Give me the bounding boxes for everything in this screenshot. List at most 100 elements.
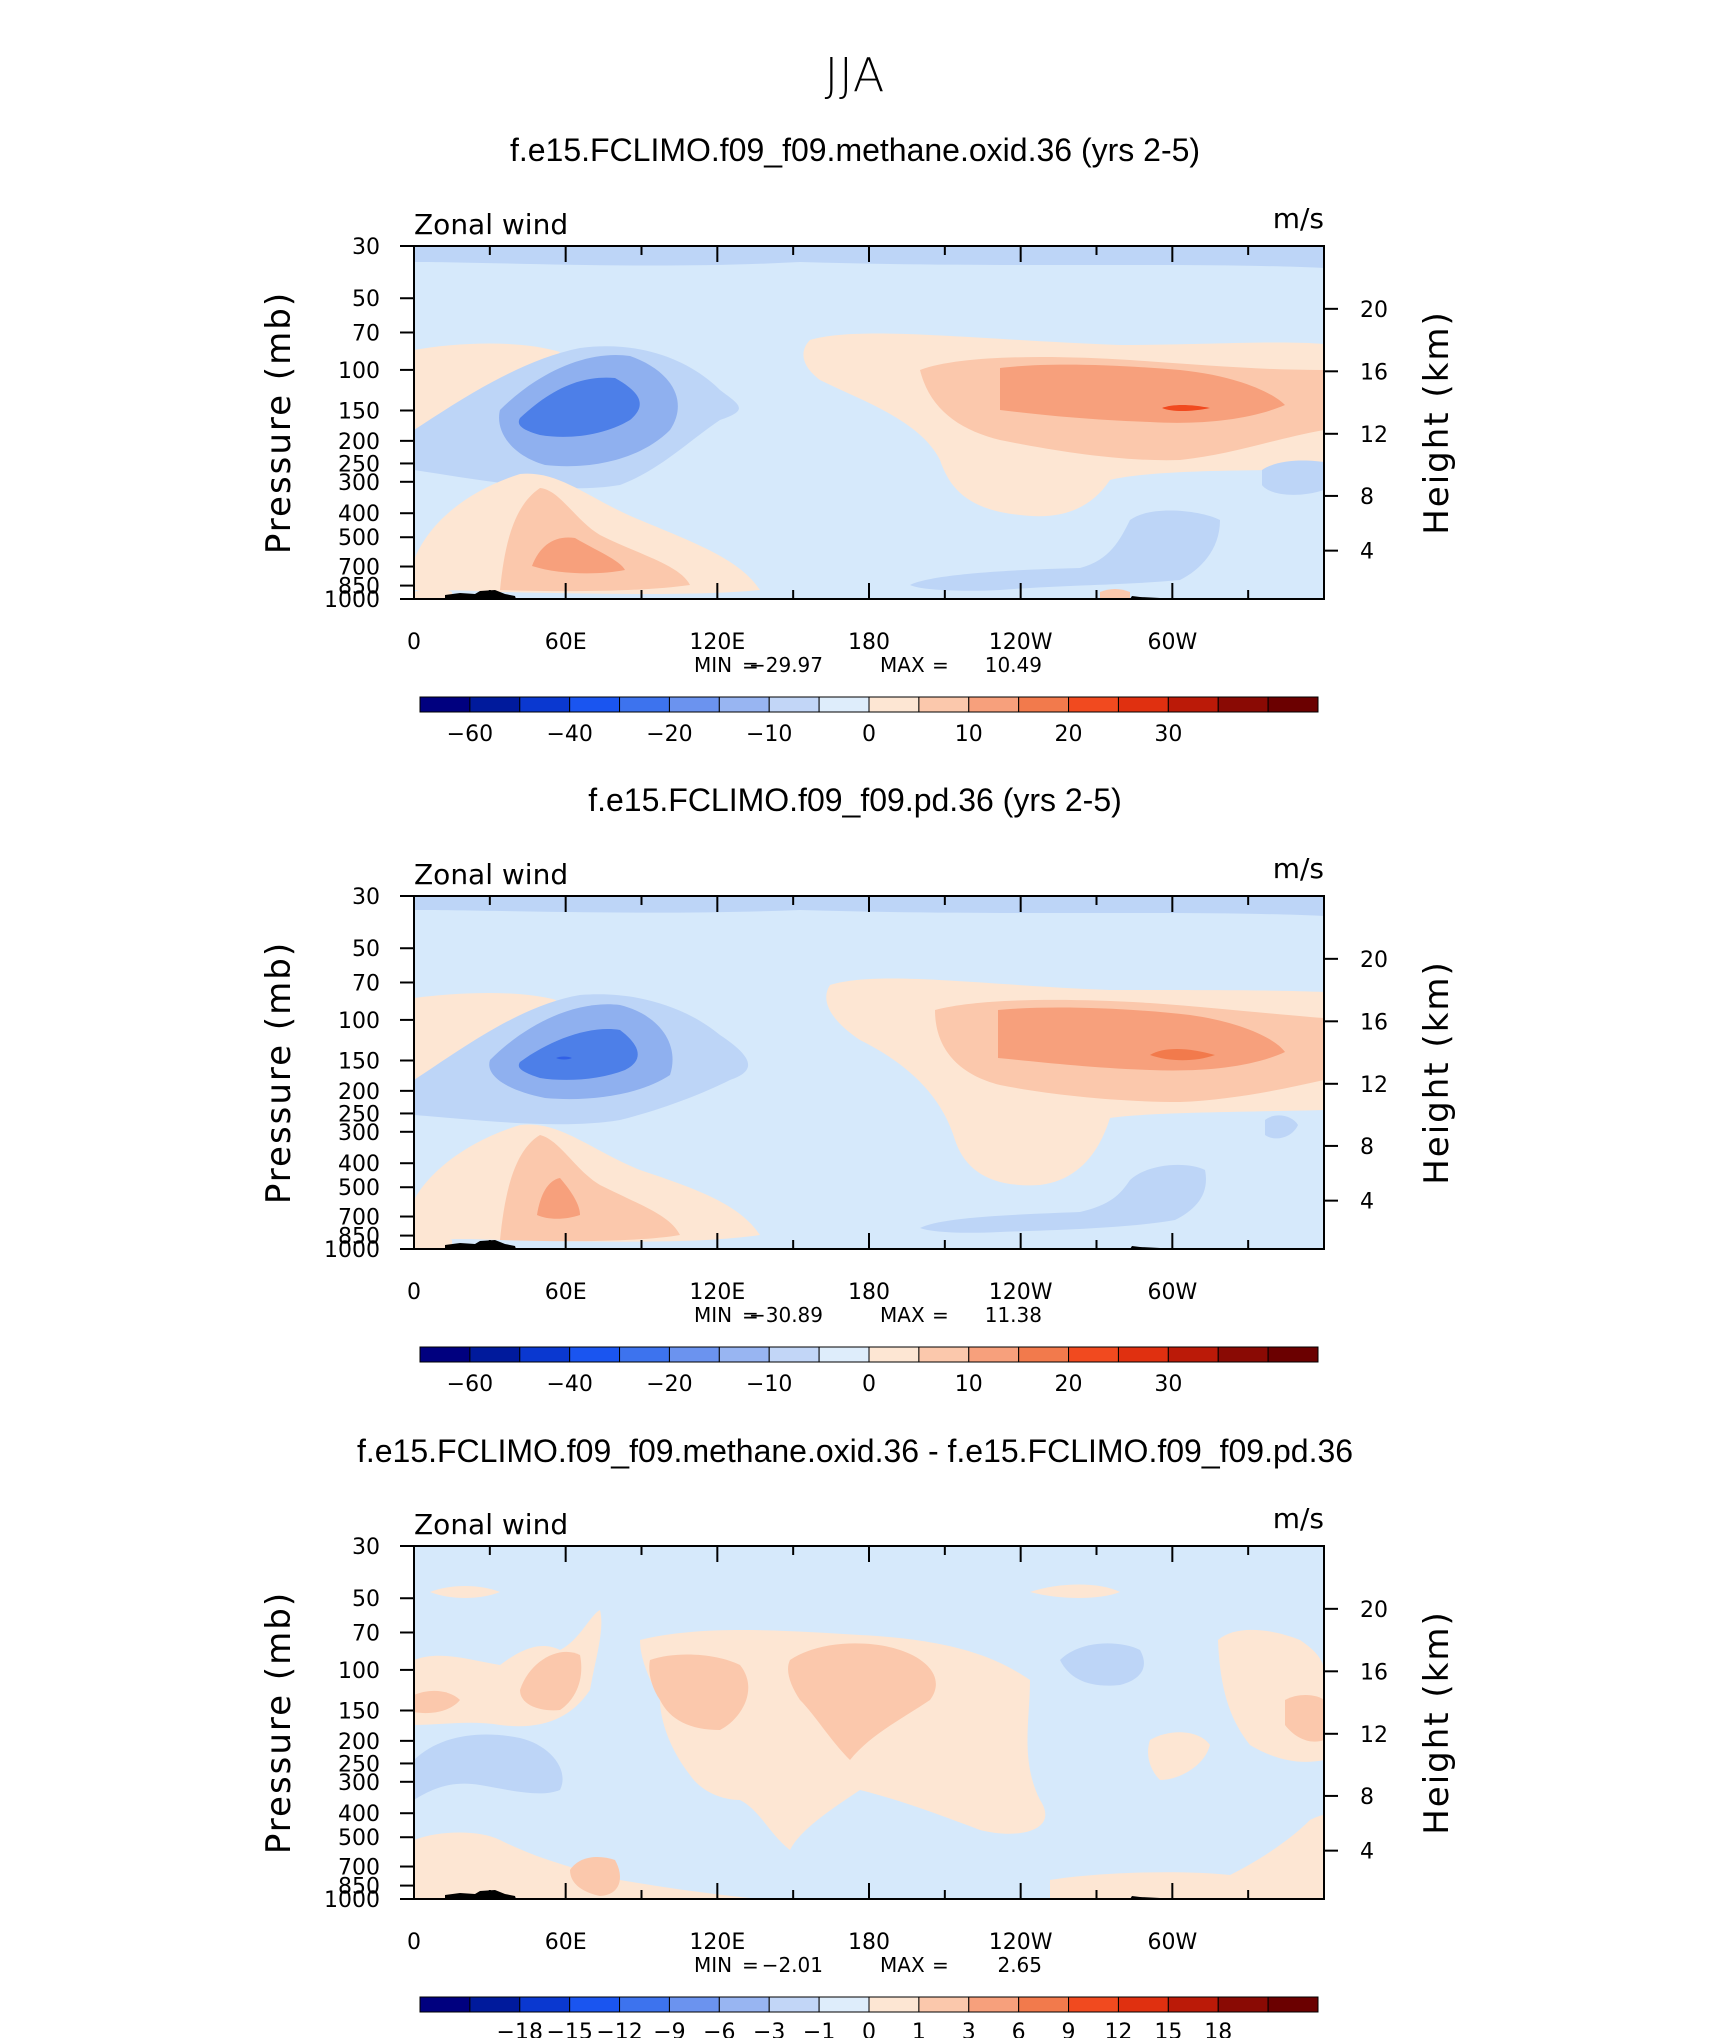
panel-3-axes: 0 60E 120E 180 120W 60W3050701001502002503004… — [259, 1502, 1457, 2038]
min-value: −2.01 — [762, 1953, 823, 1977]
contour-neg1 — [910, 510, 1220, 591]
contour-pos2 — [520, 1651, 582, 1711]
colorbar-swatch — [1167, 696, 1219, 713]
y-tick-label: 850 — [338, 1225, 380, 1250]
colorbar-label: −9 — [653, 2020, 685, 2038]
y-tick-label: 700 — [338, 556, 380, 581]
y-tick-label: 500 — [338, 526, 380, 551]
colorbar-swatch — [718, 1996, 770, 2013]
colorbar-label: −10 — [746, 722, 792, 747]
panel-3-contours — [414, 1546, 1324, 1899]
colorbar-label: −20 — [646, 722, 692, 747]
colorbar-label: 18 — [1204, 2020, 1232, 2038]
min-eq: = — [742, 1303, 759, 1327]
colorbar-swatch — [1068, 696, 1119, 713]
colorbar-label: 10 — [955, 722, 983, 747]
x-tick-label: 120W — [989, 1280, 1053, 1305]
colorbar-label: 6 — [1012, 2020, 1026, 2038]
y2-tick-label: 4 — [1360, 1190, 1374, 1215]
contour-pos2 — [1285, 1695, 1324, 1742]
colorbar-swatch — [1217, 696, 1269, 713]
y-tick-label: 700 — [338, 1206, 380, 1231]
max-eq: = — [932, 1303, 949, 1327]
x-tick-label: 60E — [545, 630, 587, 655]
orography — [445, 1240, 516, 1249]
colorbar-swatch — [718, 696, 770, 713]
y2-tick-label: 16 — [1360, 1010, 1388, 1035]
colorbar-label: 0 — [862, 1372, 876, 1397]
colorbar-swatch — [519, 1996, 571, 2013]
colorbar-swatch — [1018, 696, 1070, 713]
y2-tick-label: 16 — [1360, 1660, 1388, 1685]
x-tick-label: 120E — [689, 1930, 745, 1955]
y-tick-label: 400 — [338, 1802, 380, 1827]
colorbar-label: −20 — [646, 1372, 692, 1397]
max-eq: = — [932, 1953, 949, 1977]
colorbar-swatch — [1117, 1346, 1169, 1363]
y-tick-label: 50 — [352, 1587, 380, 1612]
colorbar-swatch — [619, 696, 670, 713]
contour-pos1 — [414, 587, 452, 599]
y2-axis-title: Height (km) — [1417, 310, 1457, 535]
y2-tick-label: 12 — [1360, 423, 1388, 448]
colorbar-swatch — [918, 1346, 970, 1363]
units-label: m/s — [1273, 852, 1324, 885]
y2-tick-label: 12 — [1360, 1723, 1388, 1748]
max-label: MAX — [880, 1953, 925, 1977]
colorbar-label: 1 — [912, 2020, 926, 2038]
y-tick-label: 300 — [338, 1771, 380, 1796]
contour-pos1 — [414, 1832, 760, 1899]
colorbar-swatch — [818, 1346, 870, 1363]
y2-tick-label: 20 — [1360, 1598, 1388, 1623]
x-tick-label: 60W — [1147, 630, 1197, 655]
colorbar-swatch — [668, 696, 720, 713]
x-tick-label: 0 — [407, 630, 421, 655]
y2-tick-label: 8 — [1360, 485, 1374, 510]
panel-2-axes: 0 60E 120E 180 120W 60W3050701001502002503004… — [259, 852, 1457, 1397]
colorbar-swatch — [619, 1996, 670, 2013]
colorbar-swatch — [918, 696, 970, 713]
colorbar-swatch — [419, 696, 471, 713]
colorbar-label: 9 — [1062, 2020, 1076, 2038]
panel-1-axes: 0 60E 120E 180 120W 60W3050701001502002503004… — [259, 202, 1457, 747]
colorbar-label: 3 — [962, 2020, 976, 2038]
y-tick-label: 150 — [338, 1699, 380, 1724]
colorbar-swatch — [668, 1996, 720, 2013]
panel-2-contours — [414, 896, 1324, 1249]
y-tick-label: 250 — [338, 1102, 380, 1127]
contour-neg4 — [556, 1056, 572, 1060]
variable-label: Zonal wind — [414, 208, 568, 241]
y2-tick-label: 8 — [1360, 1785, 1374, 1810]
y-tick-label: 400 — [338, 1152, 380, 1177]
max-label: MAX — [880, 653, 925, 677]
colorbar-swatch — [1167, 1346, 1219, 1363]
x-tick-label: 60W — [1147, 1280, 1197, 1305]
colorbar-swatch — [768, 696, 820, 713]
contour-neg1 — [1060, 1643, 1144, 1686]
colorbar-swatch — [1267, 696, 1319, 713]
y-tick-label: 100 — [338, 359, 380, 384]
colorbar-label: 20 — [1055, 722, 1083, 747]
colorbar-swatch — [718, 1346, 770, 1363]
min-value: −29.97 — [749, 653, 823, 677]
colorbar-swatch — [1217, 1996, 1269, 2013]
y-tick-label: 500 — [338, 1176, 380, 1201]
colorbar-label: −1 — [803, 2020, 835, 2038]
variable-label: Zonal wind — [414, 858, 568, 891]
variable-label: Zonal wind — [414, 1508, 568, 1541]
y-tick-label: 70 — [352, 1621, 380, 1646]
y2-tick-label: 8 — [1360, 1135, 1374, 1160]
colorbar-swatch — [1267, 1346, 1319, 1363]
y-tick-label: 1000 — [324, 1238, 380, 1263]
x-tick-label: 120W — [989, 630, 1053, 655]
max-eq: = — [932, 653, 949, 677]
y2-axis-title: Height (km) — [1417, 960, 1457, 1185]
colorbar-swatch — [868, 1346, 920, 1363]
colorbar-label: 0 — [862, 2020, 876, 2038]
contour-pos2 — [1100, 589, 1130, 599]
colorbar-swatch — [1018, 1346, 1070, 1363]
y-tick-label: 30 — [352, 885, 380, 910]
contour-pos1 — [1050, 1815, 1324, 1899]
min-eq: = — [742, 653, 759, 677]
panel-1-title: f.e15.FCLIMO.f09_f09.methane.oxid.36 (yr… — [509, 132, 1201, 168]
